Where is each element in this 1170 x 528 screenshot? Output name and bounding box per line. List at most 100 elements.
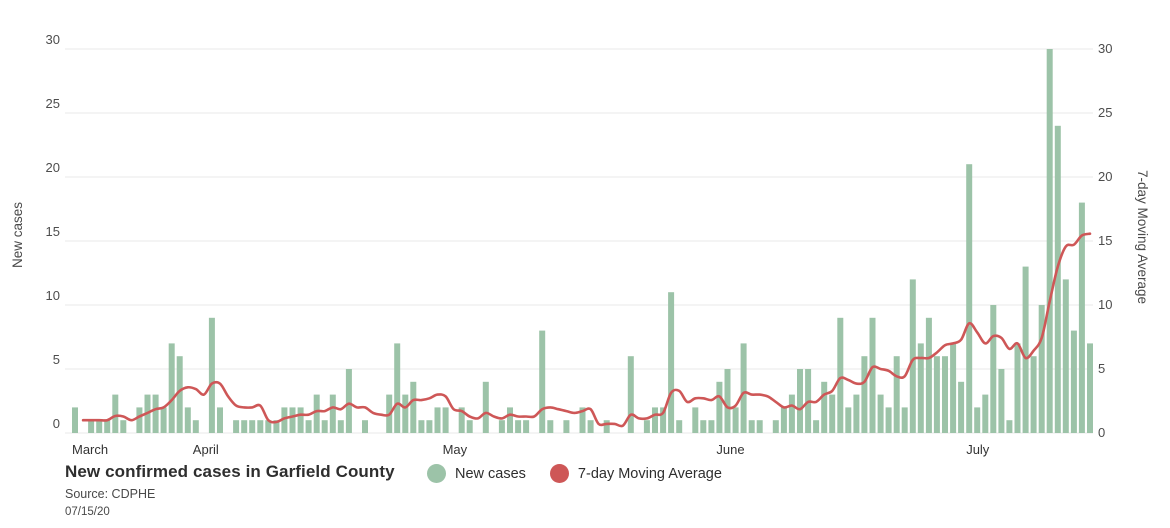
bar[interactable] (845, 407, 852, 433)
bar[interactable] (152, 394, 159, 433)
bar[interactable] (676, 420, 683, 433)
bar[interactable] (925, 317, 932, 433)
bar[interactable] (289, 407, 296, 433)
bar[interactable] (362, 420, 368, 433)
bar[interactable] (1054, 125, 1061, 434)
bar[interactable] (547, 420, 554, 433)
bar[interactable] (1046, 49, 1053, 433)
bar[interactable] (716, 381, 723, 433)
bar[interactable] (780, 407, 787, 433)
bar[interactable] (233, 420, 240, 433)
bar[interactable] (893, 356, 900, 433)
bar[interactable] (402, 394, 409, 433)
bar[interactable] (297, 407, 304, 433)
bar[interactable] (257, 420, 264, 433)
bar[interactable] (176, 356, 183, 433)
bar[interactable] (1006, 420, 1013, 433)
bar[interactable] (458, 407, 465, 433)
bar[interactable] (788, 394, 795, 433)
bar[interactable] (756, 420, 763, 433)
bar[interactable] (265, 420, 272, 433)
bar[interactable] (724, 369, 731, 433)
bar[interactable] (668, 292, 675, 433)
bar[interactable] (394, 343, 401, 433)
bar[interactable] (1078, 202, 1085, 433)
bar[interactable] (917, 343, 924, 433)
bar[interactable] (184, 407, 191, 433)
bar[interactable] (112, 394, 119, 433)
bar[interactable] (933, 356, 940, 433)
bar[interactable] (813, 420, 820, 433)
bar[interactable] (168, 343, 175, 433)
bar[interactable] (974, 407, 981, 433)
bar[interactable] (442, 407, 449, 433)
bar[interactable] (869, 317, 876, 433)
bar[interactable] (88, 420, 95, 433)
bar[interactable] (104, 420, 111, 433)
bar[interactable] (732, 407, 739, 433)
bar[interactable] (498, 420, 505, 433)
bar[interactable] (515, 420, 522, 433)
bar[interactable] (660, 407, 667, 433)
bar[interactable] (249, 420, 256, 433)
bar[interactable] (909, 279, 916, 433)
bar[interactable] (587, 420, 594, 433)
bar[interactable] (1030, 356, 1037, 433)
bar[interactable] (217, 407, 223, 433)
bar[interactable] (998, 369, 1005, 433)
bar[interactable] (241, 420, 248, 433)
bar[interactable] (740, 343, 747, 433)
bar[interactable] (1087, 343, 1093, 433)
bar[interactable] (1038, 305, 1045, 433)
bar[interactable] (958, 381, 965, 433)
bar[interactable] (700, 420, 707, 433)
bar[interactable] (579, 407, 586, 433)
bar[interactable] (120, 420, 127, 433)
bar[interactable] (321, 420, 328, 433)
bar[interactable] (652, 407, 658, 433)
bar[interactable] (410, 381, 417, 433)
bar[interactable] (1070, 330, 1077, 433)
bar[interactable] (797, 369, 803, 433)
bar[interactable] (748, 420, 755, 433)
bar[interactable] (885, 407, 892, 433)
bar[interactable] (950, 343, 957, 433)
bar[interactable] (603, 420, 610, 433)
bar[interactable] (829, 394, 836, 433)
bar[interactable] (337, 420, 344, 433)
bar[interactable] (861, 356, 868, 433)
bar[interactable] (563, 420, 570, 433)
bar[interactable] (466, 420, 473, 433)
bar[interactable] (627, 356, 634, 433)
bar[interactable] (942, 356, 948, 433)
bar[interactable] (982, 394, 989, 433)
bar[interactable] (772, 420, 779, 433)
bar[interactable] (345, 369, 352, 433)
bar[interactable] (853, 394, 860, 433)
bar[interactable] (273, 420, 280, 433)
bar[interactable] (539, 330, 546, 433)
bar[interactable] (208, 317, 215, 433)
bar[interactable] (1062, 279, 1069, 433)
bar[interactable] (837, 317, 844, 433)
bar[interactable] (136, 407, 143, 433)
bar[interactable] (523, 420, 530, 433)
bar[interactable] (990, 305, 997, 433)
bar[interactable] (313, 394, 320, 433)
bar[interactable] (281, 407, 288, 433)
bar[interactable] (160, 407, 167, 433)
bar[interactable] (821, 381, 828, 433)
bar[interactable] (305, 420, 312, 433)
bar[interactable] (192, 420, 199, 433)
bar[interactable] (507, 407, 513, 433)
bar[interactable] (96, 420, 103, 433)
bar[interactable] (692, 407, 699, 433)
bar[interactable] (708, 420, 715, 433)
bar[interactable] (901, 407, 908, 433)
bar[interactable] (966, 164, 973, 433)
bar[interactable] (434, 407, 441, 433)
bar[interactable] (482, 381, 489, 433)
bar[interactable] (1014, 343, 1021, 433)
bar[interactable] (643, 420, 650, 433)
bar[interactable] (1022, 266, 1029, 433)
